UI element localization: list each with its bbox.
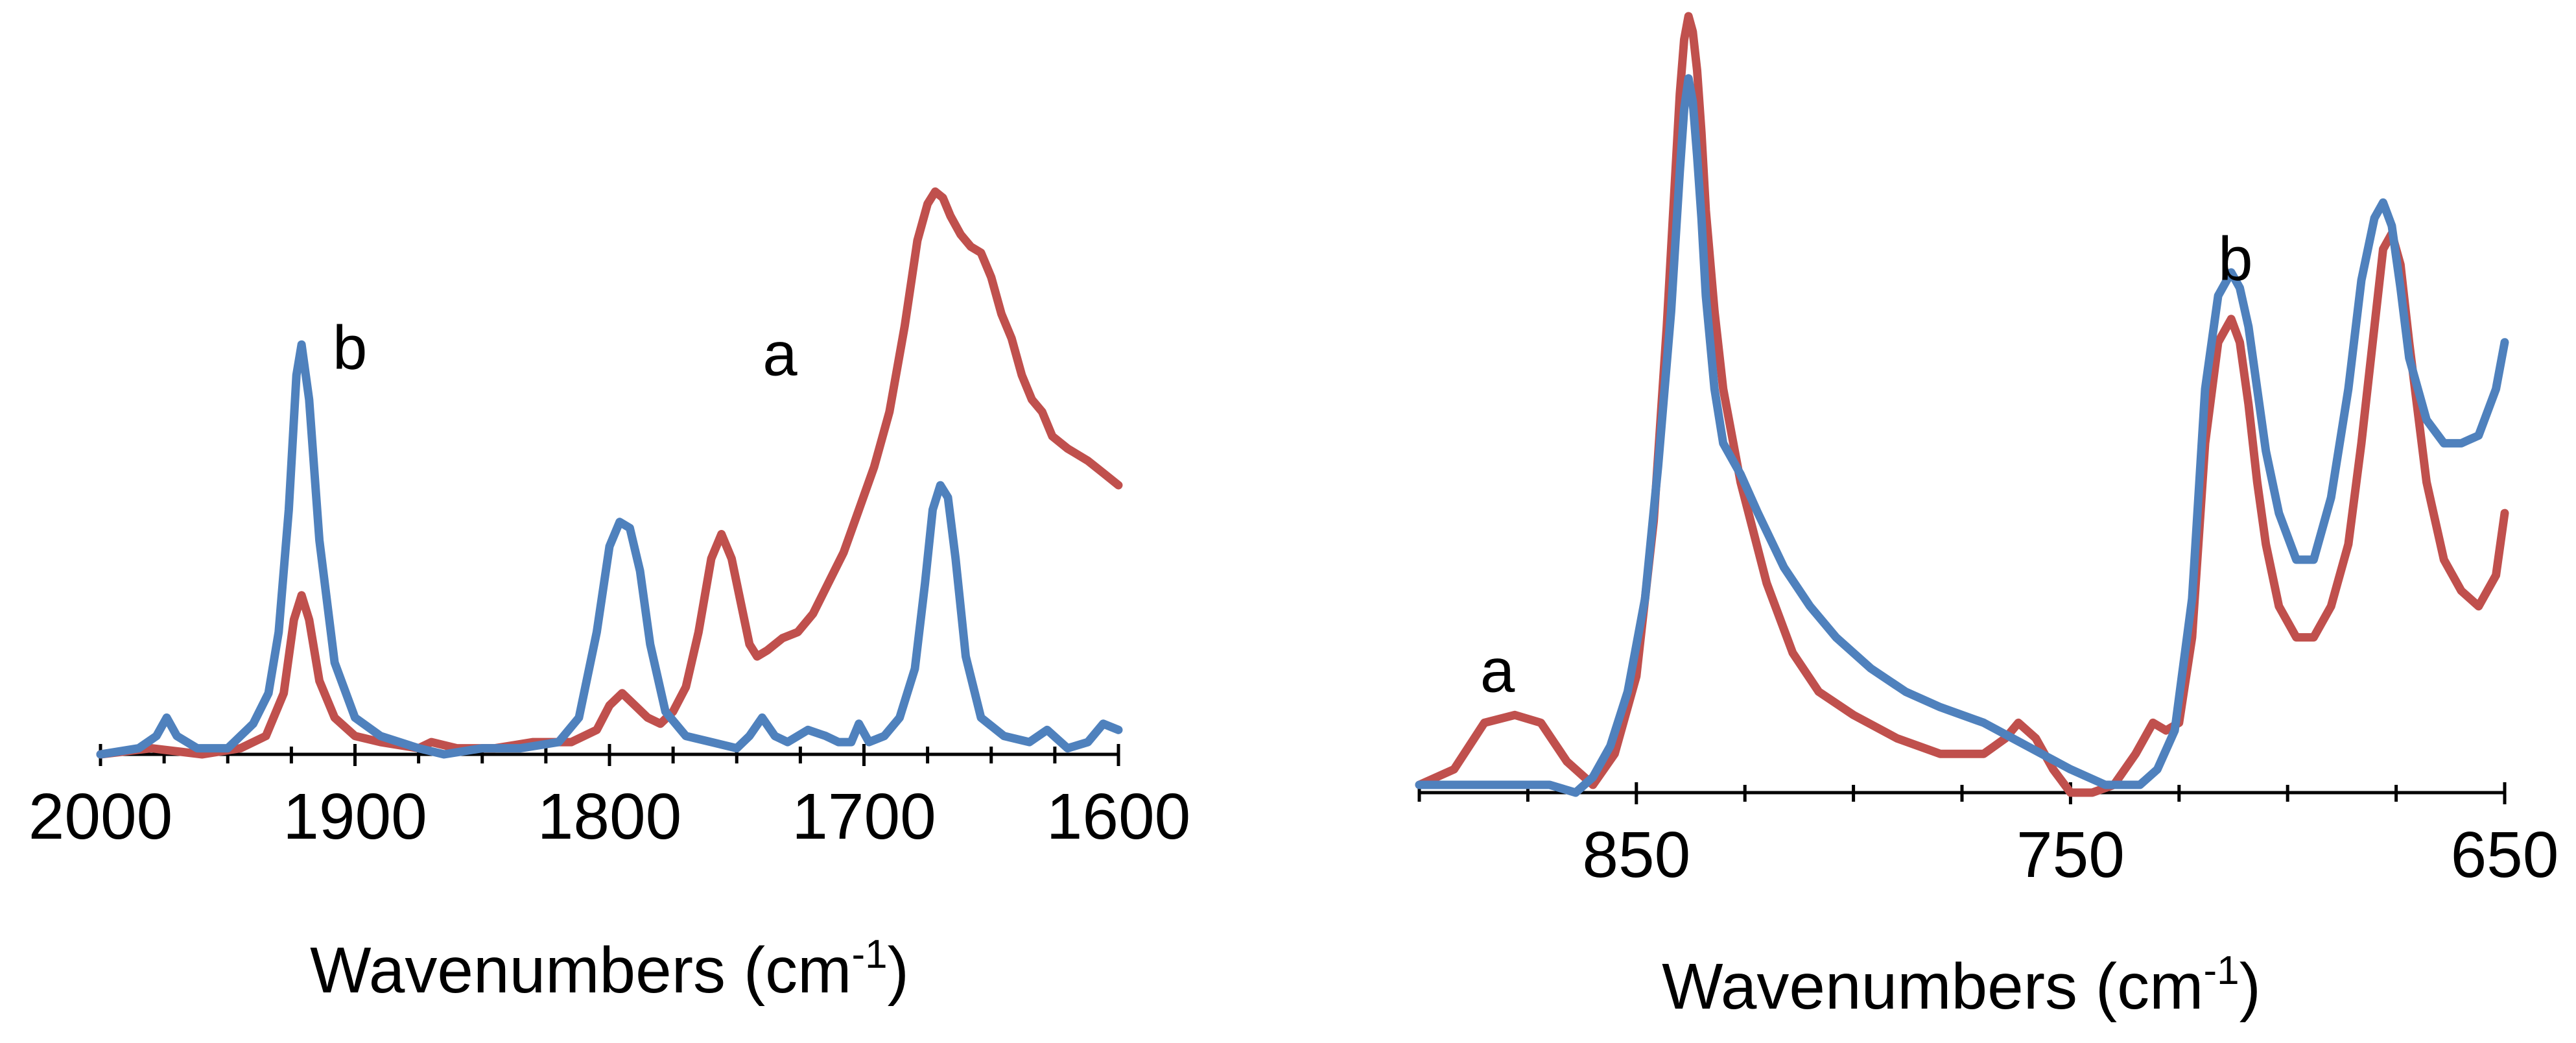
series-line-a	[96, 187, 1123, 759]
annotation-a: a	[1480, 636, 1515, 705]
left-x-axis-title: Wavenumbers (cm-1)	[310, 932, 909, 1007]
x-tick-label-650: 650	[2451, 819, 2559, 891]
right-series-group	[1415, 12, 2509, 797]
right-x-axis-title: Wavenumbers (cm-1)	[1662, 948, 2261, 1023]
left-series-group	[96, 187, 1123, 759]
annotation-b: b	[2218, 224, 2252, 294]
x-tick-label-1700: 1700	[792, 780, 936, 853]
x-tick-label-750: 750	[2016, 819, 2125, 891]
x-tick-label-850: 850	[1582, 819, 1690, 891]
annotation-a: a	[762, 319, 798, 389]
x-tick-label-1900: 1900	[283, 780, 427, 853]
annotation-b: b	[333, 313, 367, 383]
series-line-b	[96, 340, 1123, 759]
x-tick-label-2000: 2000	[29, 780, 172, 853]
x-tick-label-1600: 1600	[1046, 780, 1190, 853]
right-spectrum-panel: 850 750 650 ab Wavenumbers (cm-1)	[1415, 12, 2558, 1023]
series-line-b	[1415, 74, 2509, 797]
right-x-tick-labels: 850 750 650	[1582, 819, 2558, 891]
left-x-tick-labels: 2000 1900 1800 1700 1600	[29, 780, 1190, 853]
right-annotations: ab	[1480, 224, 2253, 705]
x-tick-label-1800: 1800	[538, 780, 681, 853]
